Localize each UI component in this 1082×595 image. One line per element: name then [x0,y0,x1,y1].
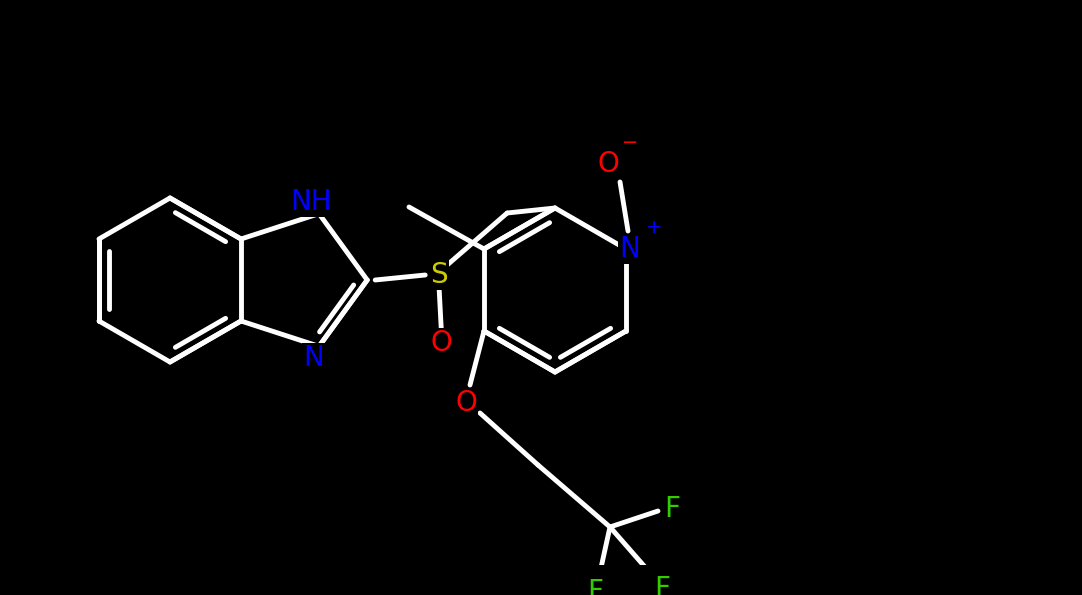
Text: +: + [646,218,662,236]
Text: N: N [304,345,325,372]
Text: O: O [597,150,619,178]
Text: O: O [431,329,452,357]
Text: O: O [456,389,477,417]
Text: F: F [588,578,603,595]
Text: F: F [654,575,670,595]
Text: −: − [622,133,638,152]
Text: N: N [620,235,641,263]
Text: NH: NH [290,187,332,215]
Text: S: S [431,261,448,289]
Text: F: F [664,495,679,523]
